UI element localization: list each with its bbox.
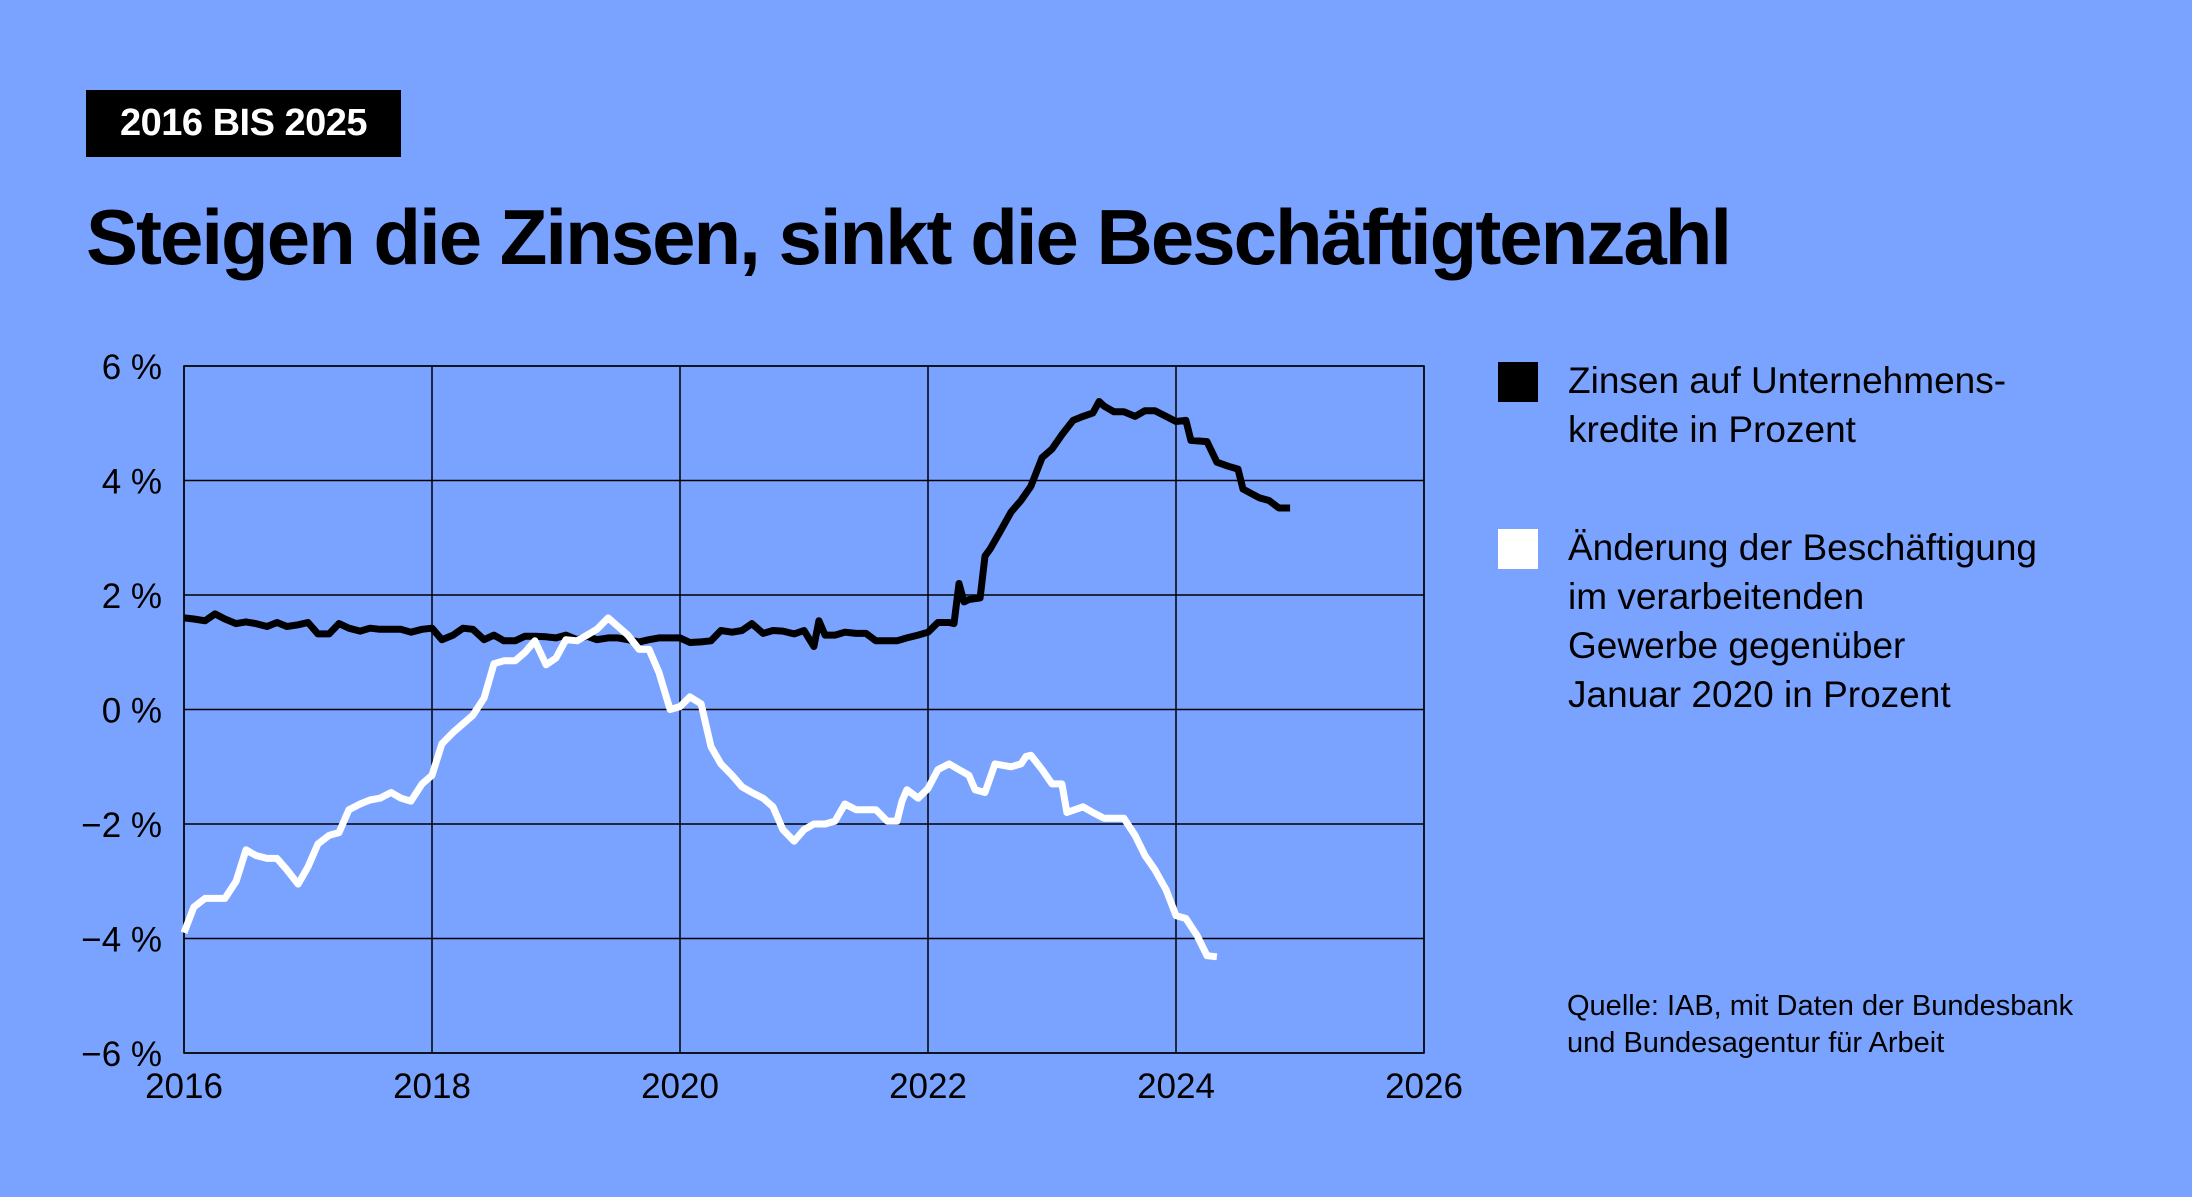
source-note: Quelle: IAB, mit Daten der Bundesbank un… — [1567, 990, 2074, 1059]
y-tick-label: −6 % — [81, 1035, 162, 1074]
legend-swatch-interest — [1498, 362, 1538, 402]
x-tick-label: 2024 — [1137, 1067, 1215, 1106]
y-tick-label: 0 % — [102, 692, 162, 731]
y-tick-label: −4 % — [81, 921, 162, 960]
y-tick-label: −2 % — [81, 806, 162, 845]
x-tick-label: 2018 — [393, 1067, 471, 1106]
series-line-employment — [180, 614, 1218, 961]
x-tick-label: 2022 — [889, 1067, 967, 1106]
legend-label-interest: Zinsen auf Unternehmens- kredite in Proz… — [1568, 360, 2007, 450]
x-tick-label: 2016 — [145, 1067, 223, 1106]
x-tick-label: 2020 — [641, 1067, 719, 1106]
x-tick-label: 2026 — [1385, 1067, 1463, 1106]
axis-labels: 6 % 4 % 2 % 0 % −2 % −4 % −6 %2016 2018 2020 2022… — [81, 348, 1463, 1106]
y-tick-label: 6 % — [102, 348, 162, 387]
legend-label-employment: Änderung der Beschäftigung im verarbeite… — [1568, 527, 2038, 715]
chart-grid — [183, 365, 1425, 1054]
chart-title: Steigen die Zinsen, sinkt die Beschäftig… — [86, 193, 1732, 281]
y-tick-label: 4 % — [102, 463, 162, 502]
y-tick-label: 2 % — [102, 577, 162, 616]
legend-swatch-employment — [1498, 529, 1538, 569]
series-line-interest-rates — [183, 398, 1291, 650]
period-badge: 2016 BIS 2025 — [86, 90, 401, 157]
chart-series — [180, 398, 1291, 961]
